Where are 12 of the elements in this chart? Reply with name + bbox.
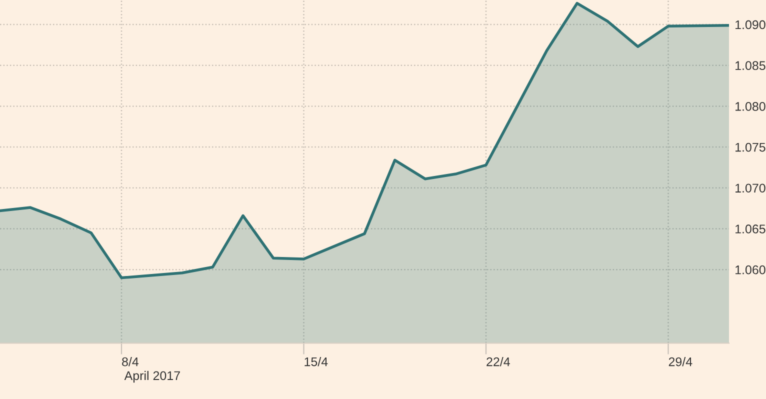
y-tick-label: 1.085 — [736, 61, 766, 70]
y-tick-label: 1.060 — [736, 265, 766, 274]
y-tick-label: 1.075 — [736, 142, 766, 152]
x-tick-label: 8/4 — [122, 357, 139, 366]
text: April 2017 — [124, 370, 180, 383]
y-tick-label: 1.090 — [736, 20, 766, 30]
x-tick-label: 15/4 — [304, 357, 328, 366]
y-tick-label: 1.080 — [736, 102, 766, 111]
x-tick-label: 22/4 — [486, 357, 510, 366]
y-tick-label: 1.065 — [736, 224, 766, 234]
y-tick-label: 1.070 — [736, 184, 766, 193]
x-tick-label: 29/4 — [668, 357, 692, 366]
